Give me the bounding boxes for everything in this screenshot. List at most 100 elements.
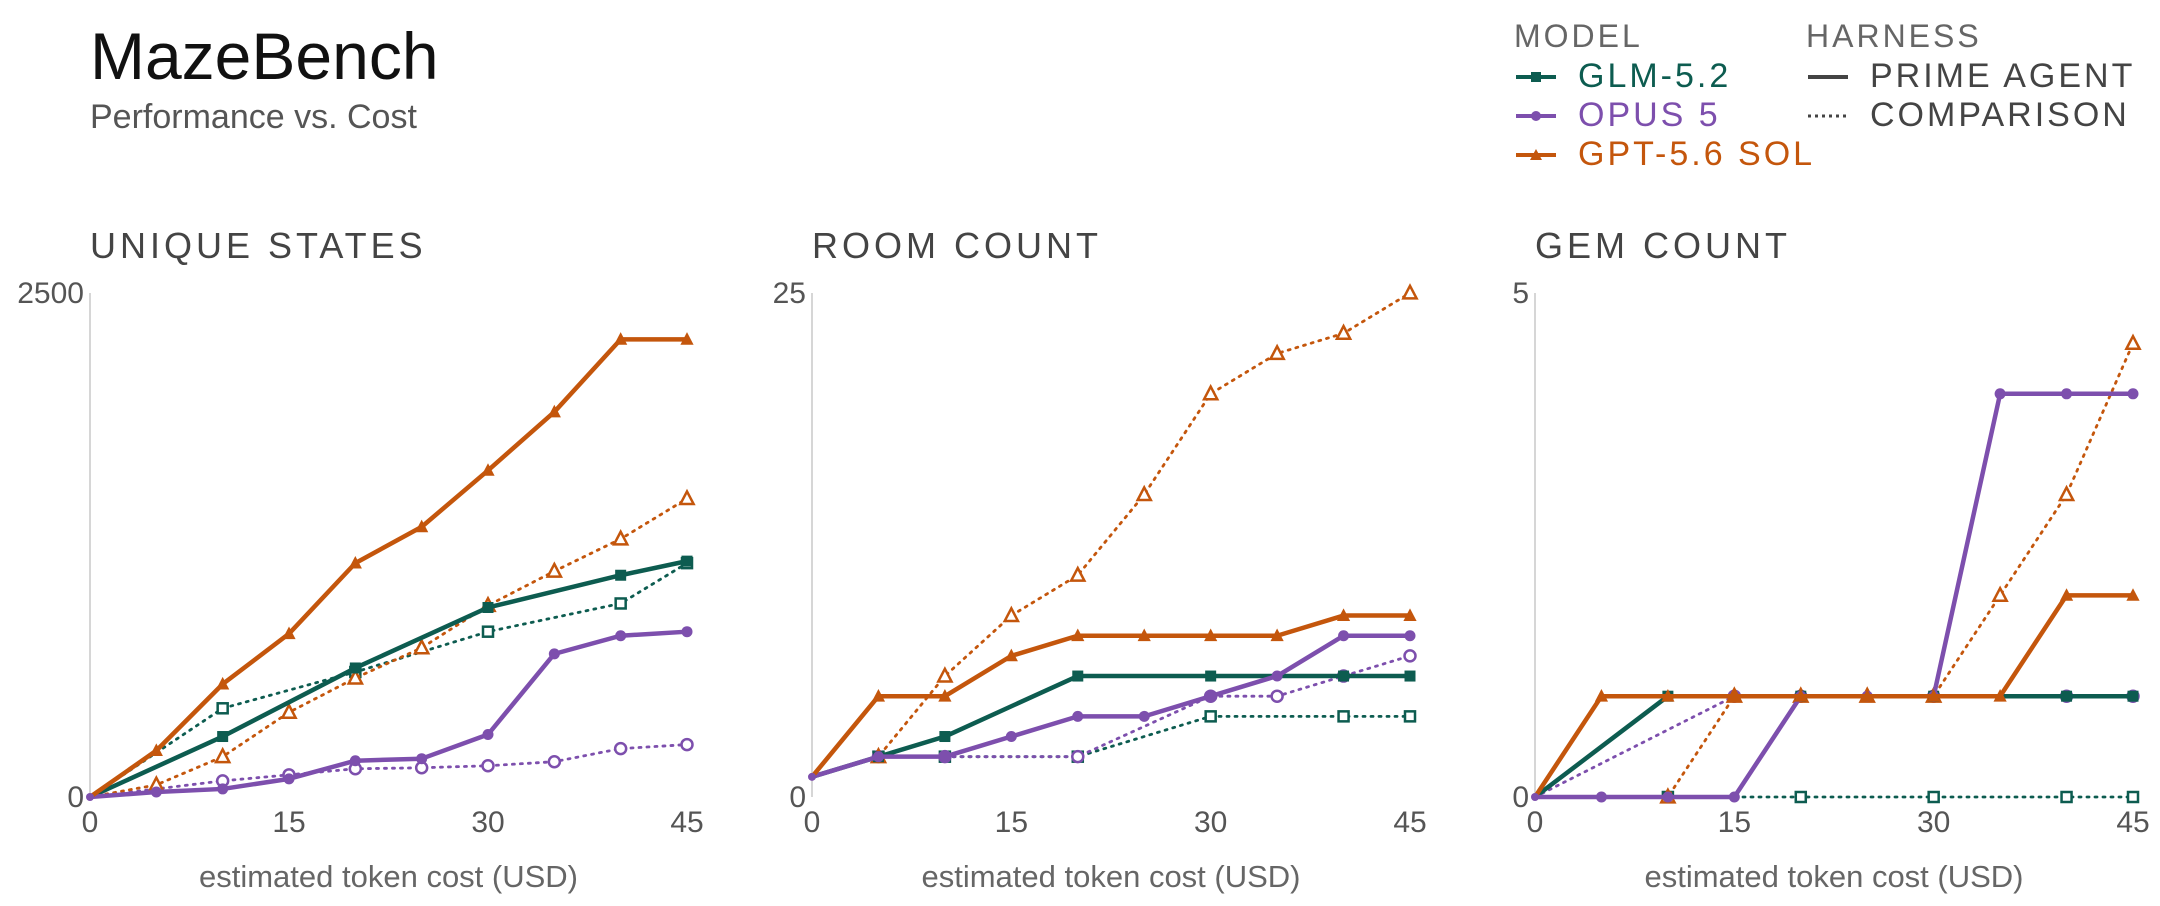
series-line-glm-5-2-prime-agent xyxy=(809,673,1413,780)
data-point-opus-5-prime-agent xyxy=(150,786,162,798)
harness-legend: HARNESS PRIME AGENT COMPARISON xyxy=(1806,18,2135,135)
data-point-gpt-5-6-sol-prime-agent xyxy=(1594,689,1609,702)
data-point-opus-5-prime-agent xyxy=(939,751,951,763)
data-point-gpt-5-6-sol-prime-agent xyxy=(1661,689,1675,702)
data-point-glm-5-2-prime-agent xyxy=(217,731,229,743)
plot-area xyxy=(1531,333,2142,804)
harness-legend-heading: HARNESS xyxy=(1806,18,1982,54)
legend-label-gpt: GPT-5.6 SOL xyxy=(1578,135,1816,173)
page-subtitle: Performance vs. Cost xyxy=(90,98,417,136)
data-point-opus-5-prime-agent xyxy=(1662,791,1674,803)
data-point-gpt-5-6-sol-prime-agent xyxy=(2059,588,2074,601)
data-point-opus-5-comparison xyxy=(481,759,495,773)
origin-point xyxy=(86,793,94,801)
series-line-opus-5-prime-agent xyxy=(87,629,690,800)
data-point-glm-5-2-comparison xyxy=(481,625,495,638)
series-line-glm-5-2-comparison xyxy=(88,561,689,799)
data-point-opus-5-comparison xyxy=(547,754,562,769)
chart-title: ROOM COUNT xyxy=(812,225,1102,266)
data-point-gpt-5-6-sol-prime-agent xyxy=(547,404,561,418)
y-tick-label: 0 xyxy=(789,781,806,814)
series-line-gpt-5-6-sol-prime-agent xyxy=(1532,593,2136,800)
data-point-opus-5-prime-agent xyxy=(349,755,361,767)
legend-item-opus: OPUS 5 xyxy=(1514,96,1815,135)
data-point-gpt-5-6-sol-prime-agent xyxy=(1071,628,1085,642)
data-point-gpt-5-6-sol-prime-agent xyxy=(2126,588,2140,601)
data-point-gpt-5-6-sol-prime-agent xyxy=(282,626,296,640)
circle-marker-icon xyxy=(1516,110,1556,121)
data-point-opus-5-prime-agent xyxy=(1271,670,1283,682)
data-point-gpt-5-6-sol-comparison xyxy=(1002,605,1020,623)
data-point-gpt-5-6-sol-prime-agent xyxy=(1794,689,1808,702)
data-point-gpt-5-6-sol-comparison xyxy=(346,668,364,685)
data-point-gpt-5-6-sol-comparison xyxy=(612,529,630,546)
data-point-gpt-5-6-sol-prime-agent xyxy=(680,332,694,345)
data-point-opus-5-prime-agent xyxy=(615,630,627,642)
data-point-gpt-5-6-sol-comparison xyxy=(936,666,954,683)
series-line-gpt-5-6-sol-prime-agent xyxy=(87,337,690,800)
legend-item-gpt: GPT-5.6 SOL xyxy=(1514,135,1815,174)
data-point-opus-5-prime-agent xyxy=(416,753,428,765)
series-line-gpt-5-6-sol-prime-agent xyxy=(809,613,1413,780)
data-point-gpt-5-6-sol-prime-agent xyxy=(1927,689,1941,702)
data-point-gpt-5-6-sol-comparison xyxy=(1268,343,1286,361)
data-point-gpt-5-6-sol-prime-agent xyxy=(1270,628,1284,642)
x-axis-label: estimated token cost (USD) xyxy=(199,859,578,894)
data-point-opus-5-comparison xyxy=(1270,689,1284,703)
data-point-glm-5-2-prime-agent xyxy=(681,555,693,567)
triangle-marker-icon xyxy=(1516,148,1556,160)
data-point-gpt-5-6-sol-prime-agent xyxy=(1403,608,1417,621)
data-point-gpt-5-6-sol-comparison xyxy=(2124,333,2142,351)
data-point-opus-5-prime-agent xyxy=(1404,630,1416,642)
data-point-opus-5-prime-agent xyxy=(548,648,560,660)
data-point-opus-5-prime-agent xyxy=(283,773,295,785)
x-tick-label: 30 xyxy=(1194,806,1227,839)
x-tick-label: 30 xyxy=(471,806,504,839)
data-point-glm-5-2-prime-agent xyxy=(2061,690,2073,702)
y-tick-label: 5 xyxy=(1512,277,1529,310)
series-line-opus-5-prime-agent xyxy=(809,633,1413,780)
series-line-gpt-5-6-sol-comparison xyxy=(88,497,689,799)
y-tick-label: 0 xyxy=(1512,781,1529,814)
series-line-opus-5-prime-agent xyxy=(1532,391,2136,800)
x-tick-label: 0 xyxy=(1527,806,1544,839)
data-point-opus-5-comparison xyxy=(1403,649,1417,663)
data-point-opus-5-prime-agent xyxy=(872,751,884,763)
data-point-opus-5-prime-agent xyxy=(2061,388,2073,400)
data-point-opus-5-comparison xyxy=(613,741,628,756)
data-point-gpt-5-6-sol-comparison xyxy=(1334,323,1353,340)
data-point-opus-5-prime-agent xyxy=(1338,630,1350,642)
data-point-gpt-5-6-sol-comparison xyxy=(545,561,563,578)
data-point-gpt-5-6-sol-prime-agent xyxy=(1336,608,1351,621)
y-tick-label: 2500 xyxy=(17,277,84,310)
x-axis-label: estimated token cost (USD) xyxy=(921,859,1300,894)
data-point-gpt-5-6-sol-prime-agent xyxy=(481,463,495,476)
data-point-gpt-5-6-sol-comparison xyxy=(678,488,696,506)
data-point-glm-5-2-prime-agent xyxy=(1404,670,1416,682)
model-legend-heading: MODEL xyxy=(1514,18,1643,54)
data-point-opus-5-prime-agent xyxy=(1072,710,1084,722)
data-point-gpt-5-6-sol-prime-agent xyxy=(1204,628,1218,642)
x-tick-label: 0 xyxy=(804,806,821,839)
data-point-glm-5-2-comparison xyxy=(1927,790,1940,804)
data-point-glm-5-2-prime-agent xyxy=(1205,670,1217,682)
legend-label-comparison: COMPARISON xyxy=(1870,96,2130,134)
data-point-gpt-5-6-sol-prime-agent xyxy=(1137,628,1151,642)
plot-area xyxy=(808,283,1419,781)
data-point-opus-5-prime-agent xyxy=(1005,731,1017,743)
chart-title: UNIQUE STATES xyxy=(90,225,427,266)
legend-label-prime-agent: PRIME AGENT xyxy=(1870,57,2136,95)
data-point-gpt-5-6-sol-prime-agent xyxy=(614,332,628,345)
data-point-glm-5-2-comparison xyxy=(1204,710,1217,723)
x-tick-label: 0 xyxy=(82,806,99,839)
data-point-opus-5-comparison xyxy=(1071,749,1085,764)
data-point-gpt-5-6-sol-prime-agent xyxy=(1860,689,1874,702)
x-tick-label: 45 xyxy=(2116,806,2149,839)
chart-panel-2: ROOM COUNT 0 25 0 15 30 45 estimated token cost… xyxy=(773,225,1427,894)
x-tick-label: 15 xyxy=(272,806,305,839)
data-point-gpt-5-6-sol-comparison xyxy=(1991,585,2009,603)
data-point-opus-5-prime-agent xyxy=(1138,710,1150,722)
data-point-gpt-5-6-sol-comparison xyxy=(1069,565,1087,582)
data-point-opus-5-prime-agent xyxy=(1205,690,1217,702)
